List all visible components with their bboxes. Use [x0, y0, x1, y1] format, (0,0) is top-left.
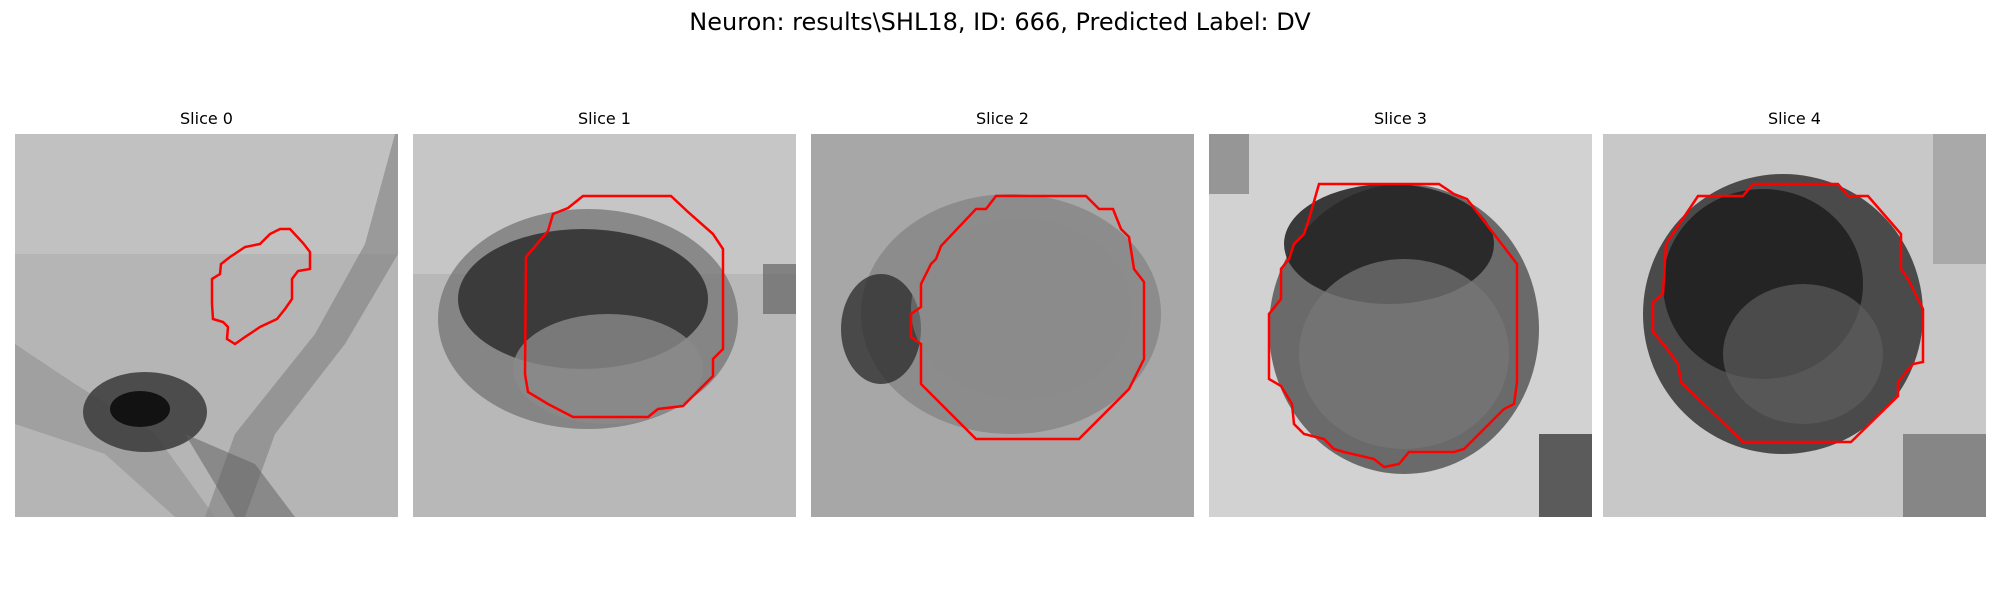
slice-title-4: Slice 4 — [1768, 109, 1821, 128]
slice-panel-0: Slice 0 — [15, 108, 398, 521]
slice-image-0 — [15, 134, 398, 517]
slice-image-1 — [413, 134, 796, 517]
slice-panel-2: Slice 2 — [811, 108, 1194, 521]
segmentation-contour — [1651, 182, 1925, 444]
slice-image-3 — [1209, 134, 1592, 517]
segmentation-contour — [523, 194, 725, 419]
slice-image-2 — [811, 134, 1194, 517]
slice-image-4 — [1603, 134, 1986, 517]
slice-title-1: Slice 1 — [578, 109, 631, 128]
slice-title-0: Slice 0 — [180, 109, 233, 128]
slice-title-2: Slice 2 — [976, 109, 1029, 128]
slice-panel-3: Slice 3 — [1209, 108, 1592, 521]
segmentation-contour — [909, 194, 1146, 441]
segmentation-contour — [1267, 182, 1519, 469]
slice-panel-4: Slice 4 — [1603, 108, 1986, 521]
slice-title-3: Slice 3 — [1374, 109, 1427, 128]
figure-title: Neuron: results\SHL18, ID: 666, Predicte… — [689, 8, 1311, 36]
segmentation-contour — [210, 227, 312, 346]
slice-panel-1: Slice 1 — [413, 108, 796, 521]
